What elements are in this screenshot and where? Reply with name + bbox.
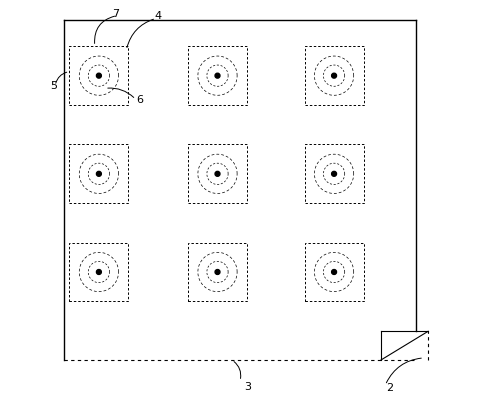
Circle shape xyxy=(215,270,220,274)
Bar xyxy=(70,144,128,203)
Bar xyxy=(305,144,363,203)
Text: 4: 4 xyxy=(155,11,162,21)
Text: 3: 3 xyxy=(245,382,252,391)
Circle shape xyxy=(332,171,336,176)
Bar xyxy=(70,46,128,105)
Text: 7: 7 xyxy=(112,9,119,19)
Text: 5: 5 xyxy=(50,81,58,91)
Circle shape xyxy=(332,270,336,274)
Bar xyxy=(188,46,247,105)
Bar xyxy=(305,243,363,301)
Circle shape xyxy=(215,171,220,176)
Bar xyxy=(188,243,247,301)
Circle shape xyxy=(332,73,336,78)
Circle shape xyxy=(215,73,220,78)
Bar xyxy=(188,144,247,203)
Circle shape xyxy=(96,270,101,274)
Text: 6: 6 xyxy=(136,95,144,105)
Bar xyxy=(305,46,363,105)
Circle shape xyxy=(96,171,101,176)
Text: 2: 2 xyxy=(386,383,393,393)
Circle shape xyxy=(96,73,101,78)
Bar xyxy=(70,243,128,301)
